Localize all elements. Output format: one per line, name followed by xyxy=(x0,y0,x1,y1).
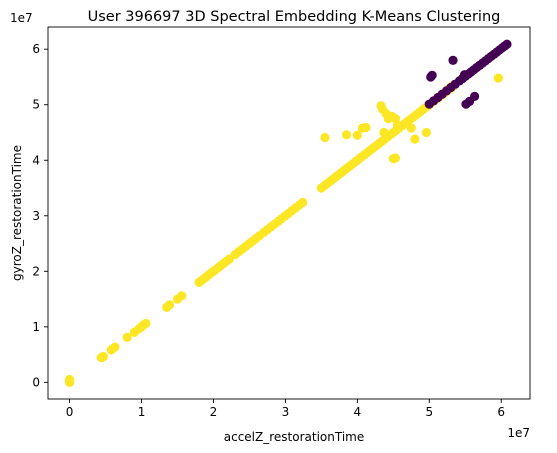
data-point-cluster-0 xyxy=(493,73,503,83)
data-point-cluster-0 xyxy=(64,374,75,385)
points-layer xyxy=(64,39,512,387)
data-point-cluster-1 xyxy=(427,70,437,80)
x-tick-label: 0 xyxy=(66,405,74,419)
data-point-cluster-1 xyxy=(464,96,475,106)
chart-title: User 396697 3D Spectral Embedding K-Mean… xyxy=(88,9,501,25)
y-tick-label: 3 xyxy=(32,209,40,223)
data-point-cluster-1 xyxy=(502,39,512,49)
y-tick-label: 6 xyxy=(32,42,40,56)
x-tick-label: 6 xyxy=(497,405,505,419)
x-axis: 0 1 2 3 4 5 6 xyxy=(66,399,505,419)
data-point-cluster-0 xyxy=(390,153,401,163)
data-point-cluster-0 xyxy=(320,132,330,143)
data-point-cluster-0 xyxy=(122,332,132,342)
data-point-cluster-0 xyxy=(164,300,175,310)
data-point-cluster-0 xyxy=(141,318,151,329)
data-point-cluster-0 xyxy=(341,130,352,140)
data-point-cluster-0 xyxy=(410,134,420,144)
x-tick-label: 1 xyxy=(138,405,146,419)
x-axis-offset-label: 1e7 xyxy=(507,426,530,440)
y-tick-label: 0 xyxy=(32,375,40,389)
y-axis-label: gyroZ_restorationTime xyxy=(10,145,24,281)
plot-frame xyxy=(47,26,531,400)
x-tick-label: 3 xyxy=(282,405,290,419)
data-point-cluster-0 xyxy=(177,291,187,301)
y-tick-label: 5 xyxy=(32,98,40,112)
data-point-cluster-0 xyxy=(110,342,120,352)
data-point-cluster-0 xyxy=(361,122,371,133)
y-tick-label: 2 xyxy=(32,264,40,278)
x-tick-label: 4 xyxy=(354,405,362,419)
data-point-cluster-0 xyxy=(421,127,432,138)
data-point-cluster-0 xyxy=(98,351,108,362)
data-point-cluster-0 xyxy=(406,123,416,133)
x-tick-label: 2 xyxy=(210,405,218,419)
data-point-cluster-0 xyxy=(393,120,403,130)
x-tick-label: 5 xyxy=(425,405,433,419)
y-tick-label: 4 xyxy=(32,153,40,167)
y-tick-label: 1 xyxy=(32,320,40,334)
y-axis-offset-label: 1e7 xyxy=(10,11,33,25)
y-axis: 0 1 2 3 4 5 6 xyxy=(32,42,48,389)
data-point-cluster-1 xyxy=(448,55,458,65)
data-point-cluster-0 xyxy=(298,197,308,208)
x-axis-label: accelZ_restorationTime xyxy=(224,430,364,444)
data-point-cluster-0 xyxy=(352,130,362,140)
data-point-cluster-0 xyxy=(379,127,389,138)
